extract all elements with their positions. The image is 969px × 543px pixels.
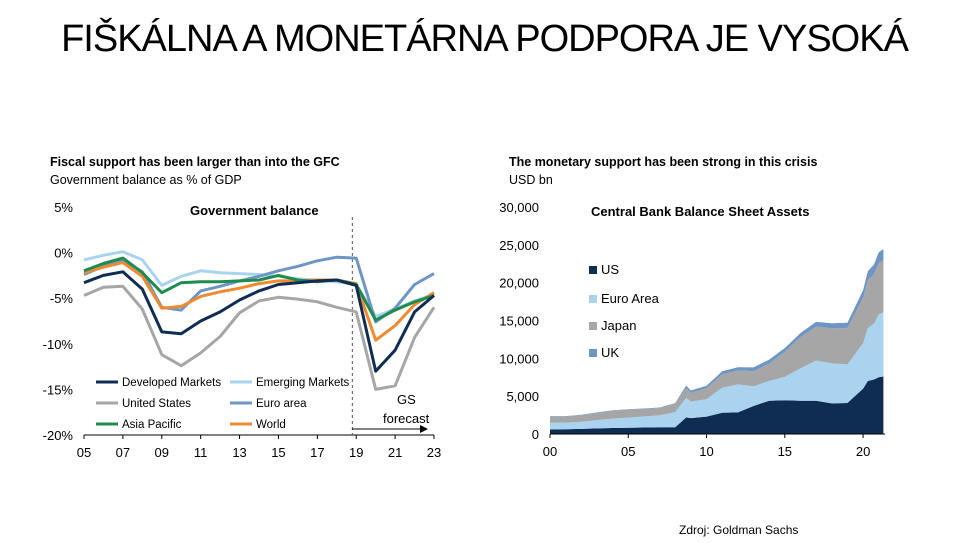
right-ytick-label: 0	[532, 427, 539, 442]
left-xtick-label: 21	[388, 445, 402, 460]
left-xtick-label: 11	[194, 445, 208, 460]
left-xtick-label: 17	[310, 445, 324, 460]
left-xtick-label: 23	[427, 445, 441, 460]
series-line-world	[83, 261, 435, 342]
right-legend: US Euro Area Japan UK	[589, 262, 660, 360]
right-chart-title: The monetary support has been strong in …	[509, 155, 817, 169]
right-ytick-label: 15,000	[499, 314, 539, 329]
legend-label-uk: UK	[601, 345, 619, 360]
forecast-label-forecast: forecast	[383, 411, 430, 426]
legend-swatch-euro-area-assets	[589, 295, 597, 303]
legend-label-developed: Developed Markets	[122, 377, 221, 389]
legend-label-world: World	[256, 419, 286, 431]
legend-item-world: World	[230, 419, 286, 431]
area-euro-area	[550, 312, 884, 430]
left-ytick-label: -15%	[43, 382, 74, 397]
series-line-developed-markets	[83, 270, 435, 373]
source-note: Zdroj: Goldman Sachs	[679, 523, 799, 537]
right-ytick-label: 25,000	[499, 238, 539, 253]
right-ytick-label: 10,000	[499, 351, 539, 366]
page-title: FIŠKÁLNA A MONETÁRNA PODPORA JE VYSOKÁ	[61, 18, 909, 60]
legend-label-emerging: Emerging Markets	[256, 377, 350, 389]
left-ytick-label: -10%	[43, 337, 74, 352]
government-balance-chart: Fiscal support has been larger than into…	[43, 155, 442, 460]
series-line-united-states	[83, 284, 436, 391]
right-ytick-label: 5,000	[506, 389, 539, 404]
forecast-arrowhead	[420, 425, 428, 433]
legend-swatch-uk	[589, 349, 597, 357]
right-ytick-label: 30,000	[499, 200, 539, 215]
left-xtick-label: 05	[77, 445, 91, 460]
legend-item-emerging: Emerging Markets	[230, 377, 350, 389]
right-chart-subtitle: USD bn	[509, 173, 553, 187]
legend-item-developed: Developed Markets	[96, 377, 221, 389]
right-xtick-label: 00	[543, 444, 557, 459]
balance-sheet-chart: The monetary support has been strong in …	[499, 155, 885, 459]
series-line-emerging-markets	[83, 250, 435, 318]
legend-label-euro-area-assets: Euro Area	[601, 291, 660, 306]
forecast-label-gs: GS	[397, 392, 416, 407]
right-xtick-label: 05	[621, 444, 635, 459]
left-xtick-label: 13	[232, 445, 246, 460]
legend-label-euro-area: Euro area	[256, 398, 307, 410]
legend-item-asia-pacific: Asia Pacific	[96, 419, 182, 431]
left-xtick-label: 19	[349, 445, 363, 460]
legend-item-euro-area: Euro area	[230, 398, 307, 410]
right-xtick-label: 15	[778, 444, 792, 459]
right-xtick-label: 10	[699, 444, 713, 459]
left-chart-inner-title: Government balance	[190, 203, 319, 218]
left-chart-subtitle: Government balance as % of GDP	[50, 173, 242, 187]
legend-label-asia-pacific: Asia Pacific	[122, 419, 182, 431]
legend-label-japan: Japan	[601, 318, 636, 333]
right-chart-inner-title: Central Bank Balance Sheet Assets	[591, 204, 809, 219]
left-ytick-label: 0%	[54, 246, 73, 261]
legend-item-uk: UK	[589, 345, 619, 360]
legend-swatch-japan	[589, 322, 597, 330]
left-ytick-label: 5%	[54, 200, 73, 215]
series-line-asia-pacific	[83, 256, 435, 322]
legend-item-euro-area-assets: Euro Area	[589, 291, 660, 306]
legend-swatch-us	[589, 266, 597, 274]
legend-label-united-states: United States	[122, 398, 191, 410]
left-xtick-label: 09	[155, 445, 169, 460]
area-japan	[550, 260, 884, 423]
left-ytick-label: -5%	[50, 291, 74, 306]
left-legend: Developed Markets Emerging Markets Unite…	[96, 377, 350, 431]
legend-item-us: US	[589, 262, 619, 277]
left-chart-title: Fiscal support has been larger than into…	[50, 155, 340, 169]
right-xtick-label: 20	[856, 444, 870, 459]
area-us	[550, 376, 884, 434]
legend-label-us: US	[601, 262, 619, 277]
left-xtick-label: 15	[271, 445, 285, 460]
legend-item-united-states: United States	[96, 398, 191, 410]
left-ytick-label: -20%	[43, 428, 74, 443]
legend-item-japan: Japan	[589, 318, 636, 333]
right-ytick-label: 20,000	[499, 276, 539, 291]
left-xtick-label: 07	[116, 445, 130, 460]
